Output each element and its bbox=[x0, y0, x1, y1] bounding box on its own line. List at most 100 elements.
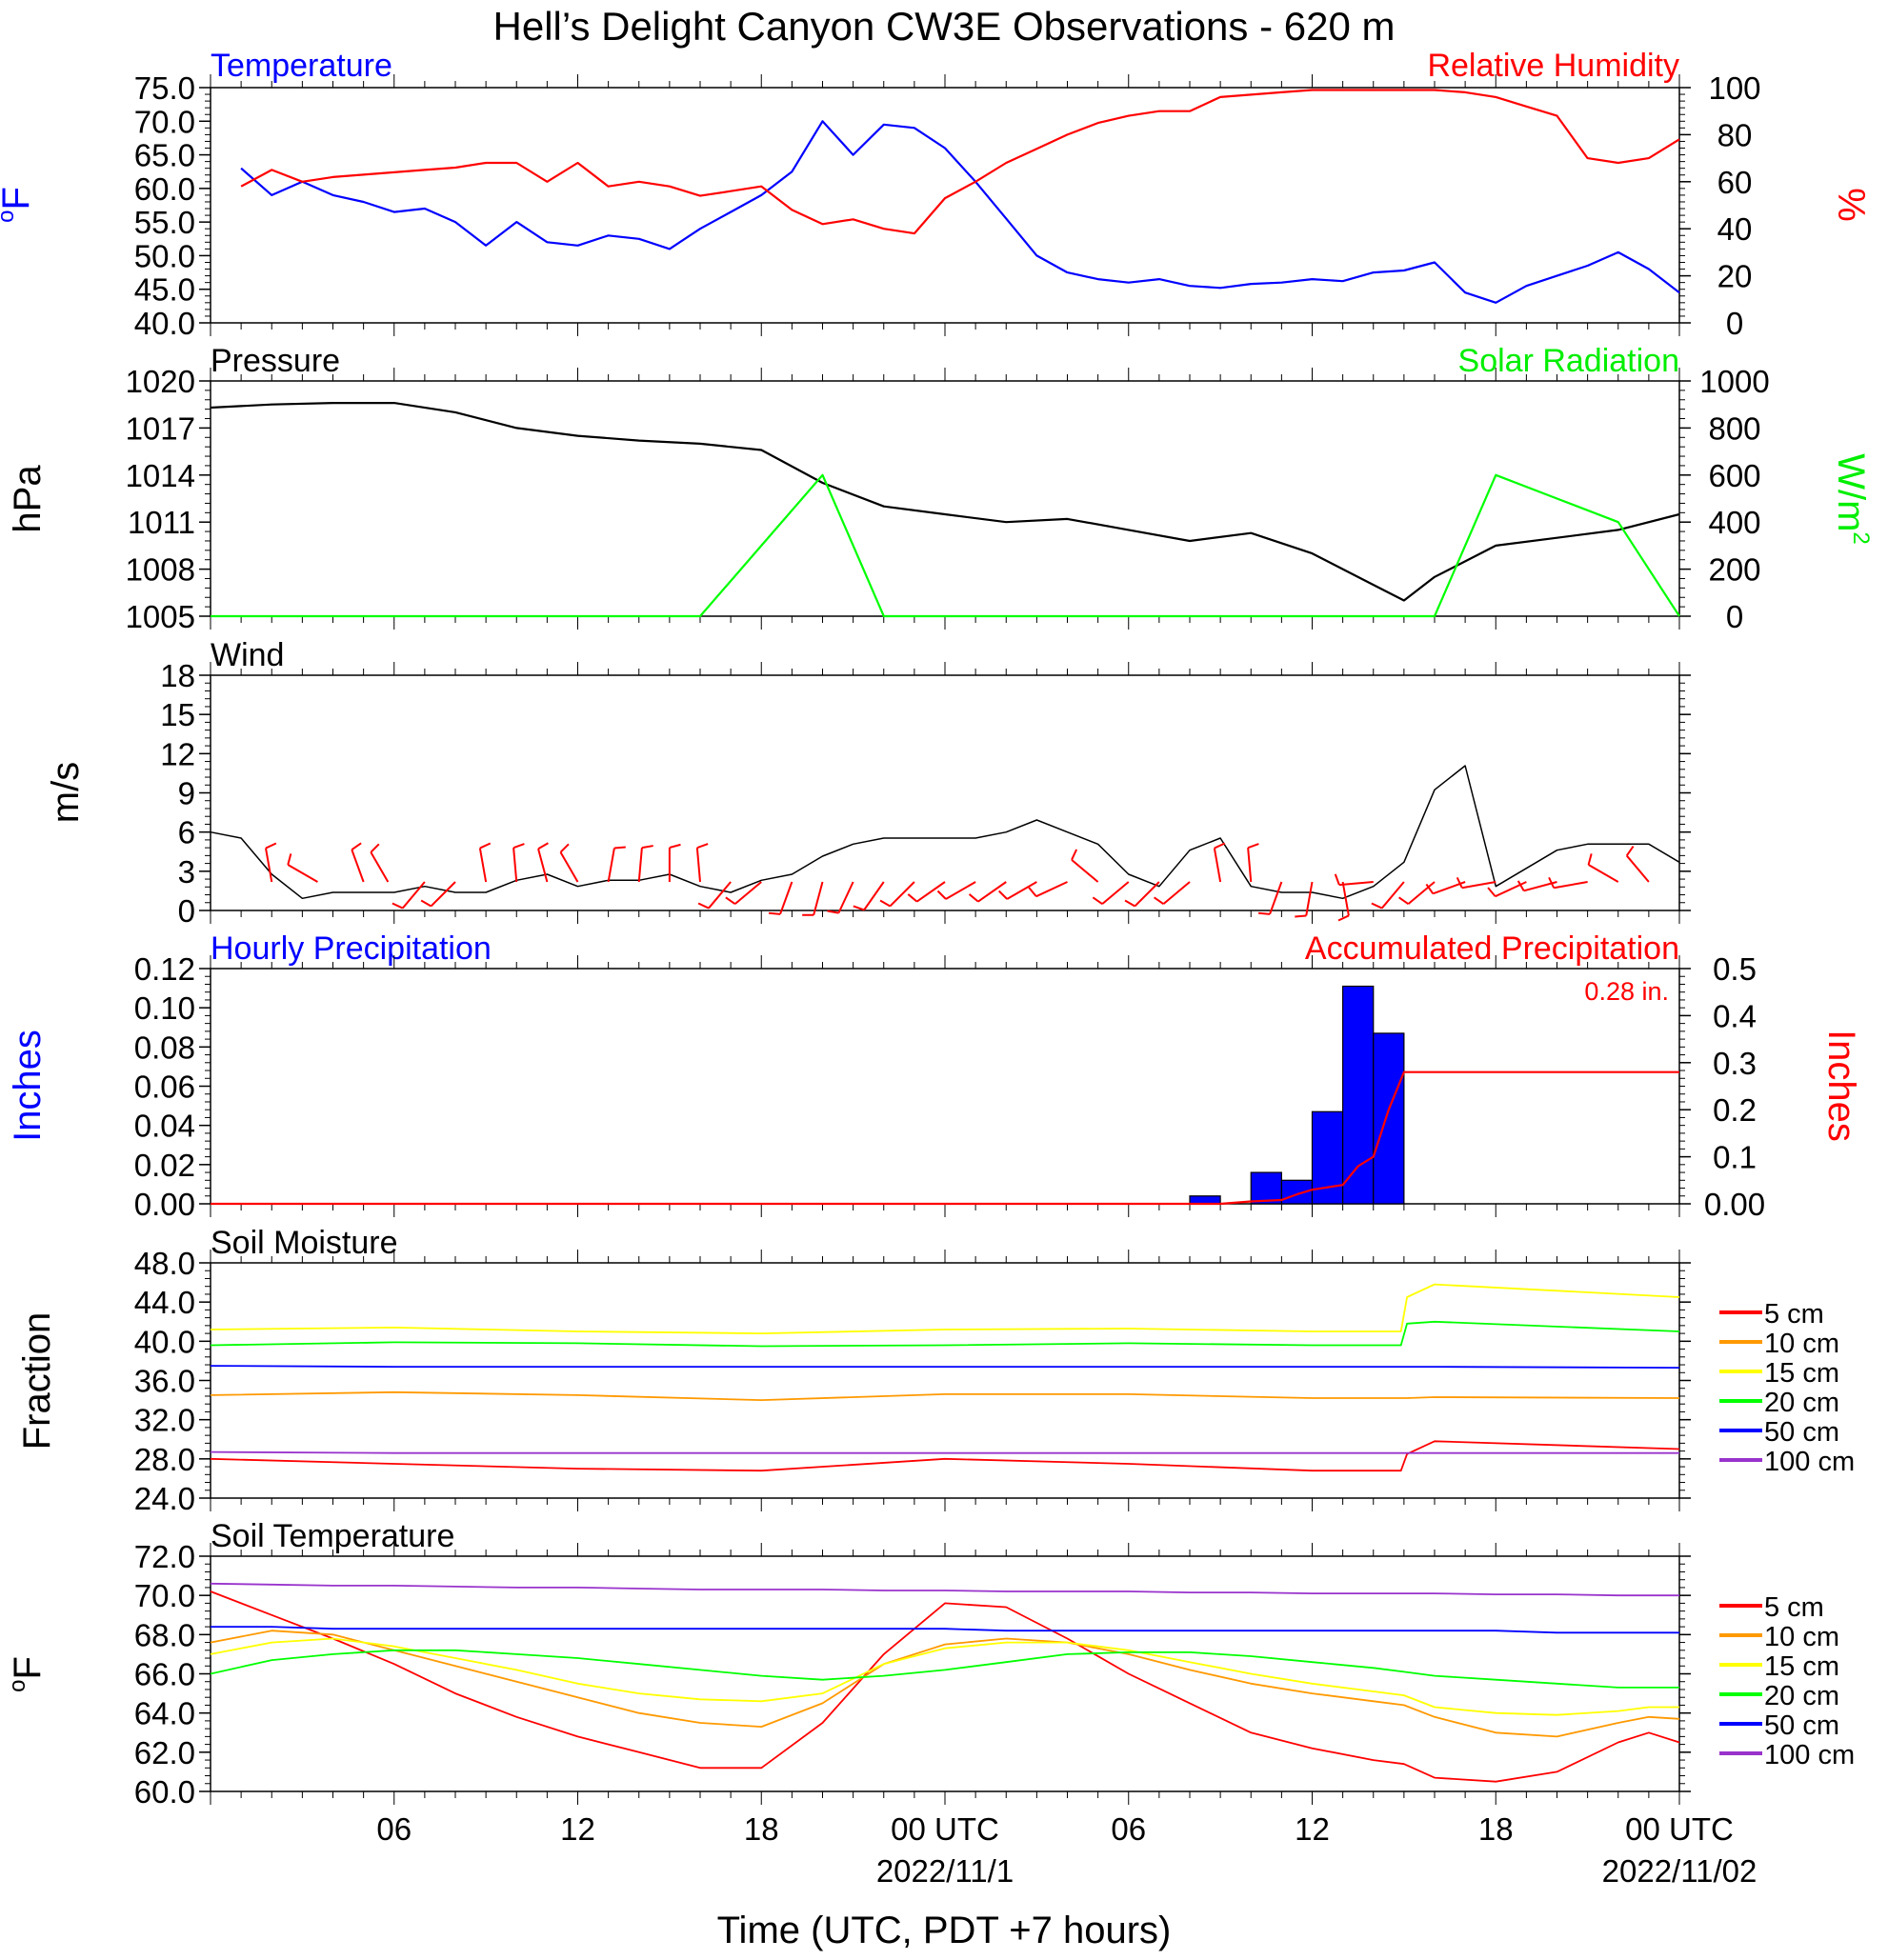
wind-barb bbox=[607, 846, 626, 883]
wind-barb bbox=[512, 843, 525, 883]
wind-barb bbox=[392, 881, 426, 910]
precip-bar bbox=[1373, 1032, 1405, 1205]
legend-label: 5 cm bbox=[1764, 1299, 1824, 1330]
left-tick-label: 32.0 bbox=[134, 1403, 195, 1438]
precip-panel-frame bbox=[210, 968, 1680, 1205]
depth-10cm-line bbox=[210, 1630, 1680, 1738]
pressure-axis-ticks: 1020 1017 1014 1011 1008 1005 bbox=[126, 364, 1680, 634]
left-tick-label: 48.0 bbox=[134, 1246, 195, 1281]
left-tick-label: 0.12 bbox=[134, 951, 195, 987]
legend-item: 20 cm bbox=[1719, 1388, 1839, 1418]
soil-moisture-axis-label: Fraction bbox=[16, 1312, 58, 1450]
time-tick-label: 00 UTC bbox=[891, 1811, 999, 1847]
legend-item: 100 cm bbox=[1719, 1740, 1855, 1770]
legend-item: 5 cm bbox=[1719, 1299, 1824, 1330]
temperature-line bbox=[240, 120, 1680, 304]
left-tick-label: 15 bbox=[160, 697, 195, 732]
left-tick-label: 0 bbox=[178, 893, 195, 929]
wind-barb bbox=[879, 881, 915, 908]
wind-barb bbox=[697, 881, 732, 910]
accum-precip-title: Accumulated Precipitation bbox=[1305, 930, 1679, 967]
time-tick-label: 18 bbox=[1478, 1811, 1514, 1847]
left-tick-label: 72.0 bbox=[134, 1539, 195, 1574]
temperature-panel-title: Temperature bbox=[211, 48, 392, 84]
right-tick-label: 60 bbox=[1717, 165, 1753, 200]
wind-barb bbox=[478, 842, 492, 883]
depth-50cm-line bbox=[211, 1626, 1679, 1634]
right-tick-label: 0.2 bbox=[1713, 1092, 1757, 1128]
wind-barb bbox=[1154, 881, 1191, 905]
left-tick-label: 1014 bbox=[126, 458, 195, 493]
legend-item: 10 cm bbox=[1719, 1329, 1839, 1359]
left-tick-label: 0.04 bbox=[134, 1109, 195, 1144]
temperature-axis-ticks: 75.070.065.060.055.050.045.040.0 bbox=[134, 70, 1680, 341]
left-tick-label: 40.0 bbox=[134, 306, 195, 341]
wind-barb bbox=[1587, 853, 1619, 883]
left-tick-label: 44.0 bbox=[134, 1285, 195, 1320]
soil-moisture-lines bbox=[210, 1283, 1680, 1472]
wind-axis-label: m/s bbox=[45, 762, 87, 823]
right-tick-label: 800 bbox=[1708, 410, 1760, 446]
wind-speed-line bbox=[210, 765, 1680, 900]
soil-moisture-right-ticks bbox=[1679, 1262, 1691, 1499]
left-tick-label: 40.0 bbox=[134, 1324, 195, 1359]
time-tick-label: 12 bbox=[560, 1811, 595, 1847]
wind-barb bbox=[1337, 881, 1350, 922]
wind-speed-line bbox=[210, 765, 1680, 900]
legend-label: 5 cm bbox=[1764, 1592, 1824, 1623]
accumulated-precipitation-line bbox=[211, 1070, 1679, 1206]
wind-barb bbox=[1334, 873, 1374, 887]
wind-barb bbox=[265, 842, 277, 883]
accum-precip-line bbox=[211, 1070, 1679, 1206]
wind-barb bbox=[668, 843, 681, 882]
depth-5cm-line bbox=[210, 1590, 1680, 1783]
depth-100cm-line bbox=[210, 1450, 1679, 1454]
wind-barb bbox=[1371, 881, 1405, 910]
wind-barb bbox=[853, 881, 885, 911]
left-tick-label: 0.06 bbox=[134, 1070, 195, 1105]
time-axis-label: Time (UTC, PDT +7 hours) bbox=[717, 1910, 1172, 1951]
left-tick-label: 24.0 bbox=[134, 1481, 195, 1516]
legend-item: 20 cm bbox=[1719, 1681, 1839, 1711]
wind-barb bbox=[1247, 843, 1259, 883]
legend-label: 20 cm bbox=[1764, 1681, 1839, 1711]
legend-item: 50 cm bbox=[1719, 1417, 1839, 1448]
left-tick-label: 18 bbox=[160, 658, 195, 693]
wind-barb bbox=[1258, 881, 1283, 915]
soil-moisture-title: Soil Moisture bbox=[211, 1225, 398, 1261]
wind-panel-title: Wind bbox=[211, 637, 284, 673]
left-tick-label: 1017 bbox=[126, 410, 195, 446]
left-tick-label: 1008 bbox=[126, 552, 195, 588]
wind-barb bbox=[1124, 881, 1160, 908]
hourly-precip-title: Hourly Precipitation bbox=[211, 930, 492, 967]
left-tick-label: 70.0 bbox=[134, 104, 195, 139]
figure-title: Hell’s Delight Canyon CW3E Observations … bbox=[493, 4, 1396, 49]
wind-barb bbox=[370, 843, 390, 883]
soil-temperature-right-ticks bbox=[1679, 1555, 1691, 1792]
left-tick-label: 55.0 bbox=[134, 205, 195, 240]
right-tick-label: 0.4 bbox=[1713, 998, 1757, 1033]
wind-barb bbox=[936, 881, 976, 900]
wind-barb bbox=[351, 842, 365, 883]
left-tick-label: 28.0 bbox=[134, 1442, 195, 1477]
time-axis: 06 12 18 00 UTC 2022/11/1 06 12 18 00 UTC 2022/11… bbox=[376, 1811, 1757, 1889]
legend-label: 20 cm bbox=[1764, 1388, 1839, 1418]
soil-temperature-lines bbox=[210, 1582, 1680, 1783]
time-tick-label: 06 bbox=[376, 1811, 412, 1847]
wind-barb bbox=[287, 853, 318, 883]
right-tick-label: 0 bbox=[1726, 599, 1743, 634]
left-tick-label: 6 bbox=[178, 815, 195, 850]
wind-barb bbox=[695, 843, 709, 883]
right-tick-label: 0.1 bbox=[1713, 1140, 1757, 1175]
left-tick-label: 36.0 bbox=[134, 1364, 195, 1399]
depth-10cm-line bbox=[210, 1390, 1680, 1401]
legend-item: 15 cm bbox=[1719, 1358, 1839, 1389]
left-tick-label: 75.0 bbox=[134, 70, 195, 106]
depth-5cm-line bbox=[210, 1440, 1680, 1472]
legend-item: 10 cm bbox=[1719, 1622, 1839, 1652]
left-tick-label: 45.0 bbox=[134, 272, 195, 308]
wind-barb bbox=[769, 881, 793, 915]
humidity-axis-label: % bbox=[1830, 188, 1872, 222]
